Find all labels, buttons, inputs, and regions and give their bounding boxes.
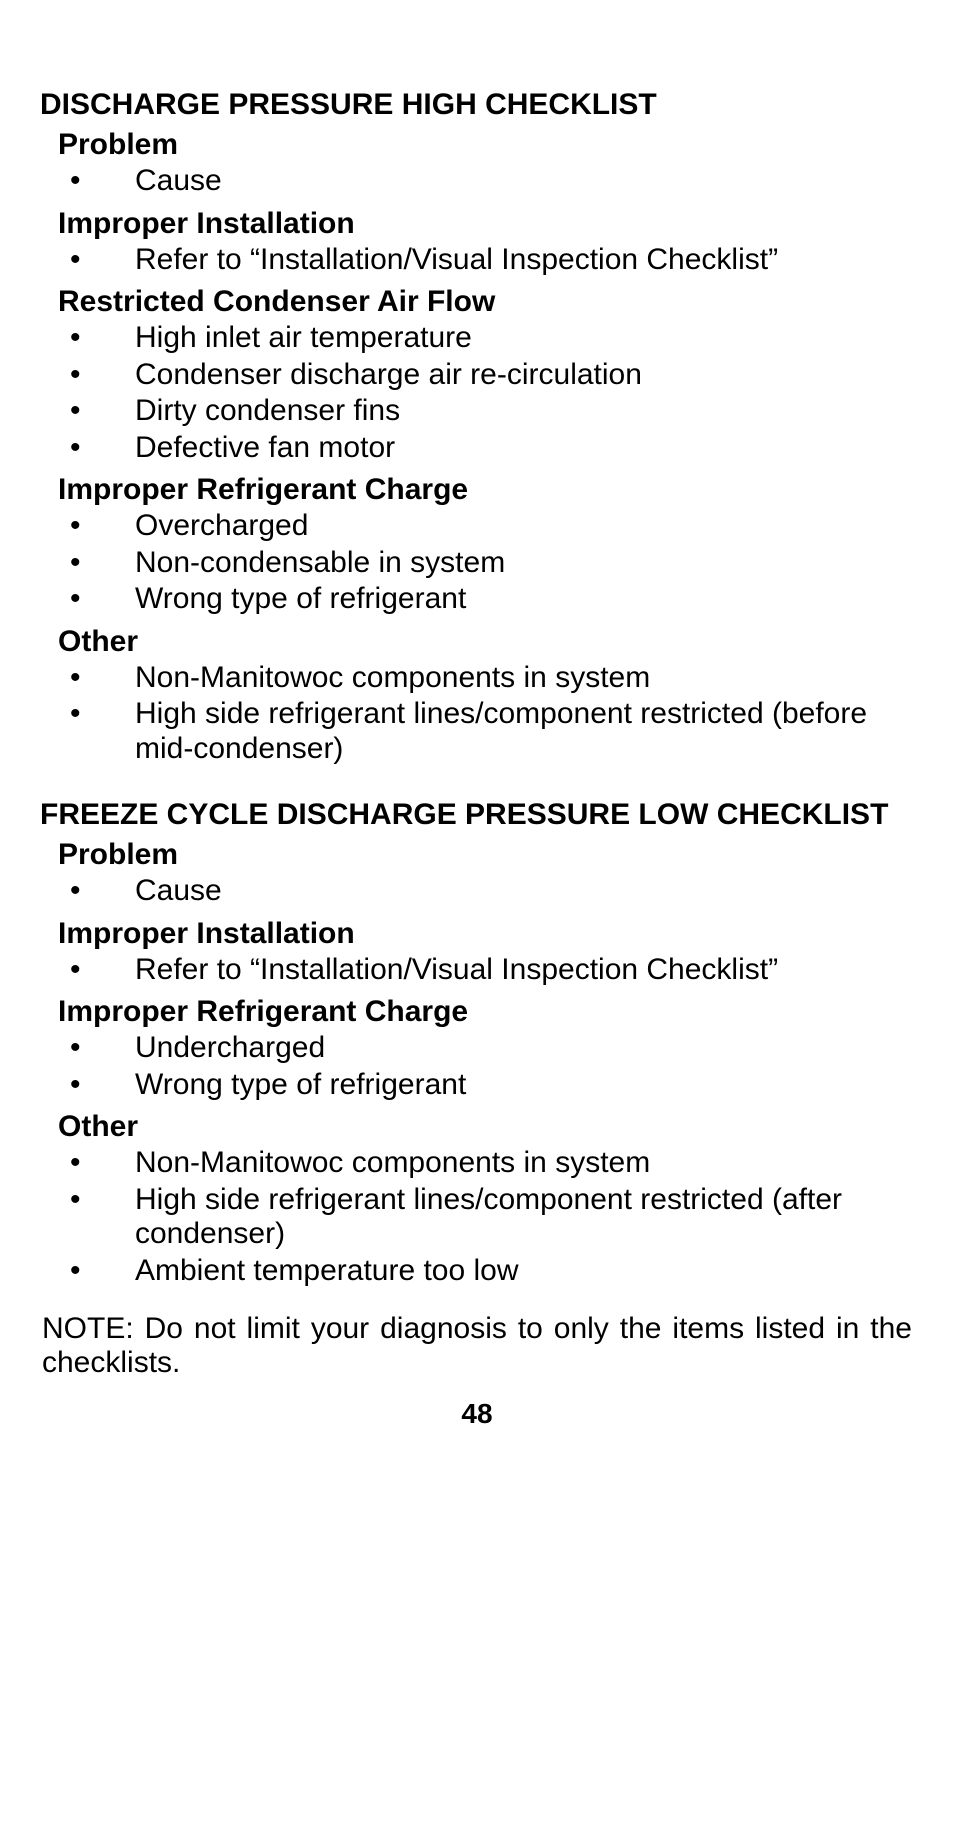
section: Improper Refrigerant Charge Overcharged … xyxy=(40,473,914,617)
list-item: Condenser discharge air re-circulation xyxy=(40,358,914,393)
section-heading: Improper Refrigerant Charge xyxy=(40,473,914,507)
section-heading: Improper Refrigerant Charge xyxy=(40,995,914,1029)
list-item: Non-Manitowoc components in system xyxy=(40,661,914,696)
section: Problem Cause xyxy=(40,128,914,199)
list-item: Ambient temperature too low xyxy=(40,1254,914,1289)
item-list: High inlet air temperature Condenser dis… xyxy=(40,321,914,465)
list-item: Refer to “Installation/Visual Inspection… xyxy=(40,953,914,988)
checklist-title: FREEZE CYCLE DISCHARGE PRESSURE LOW CHEC… xyxy=(40,798,914,832)
list-item: High inlet air temperature xyxy=(40,321,914,356)
section-heading: Other xyxy=(40,1110,914,1144)
list-item: Wrong type of refrigerant xyxy=(40,1068,914,1103)
section: Other Non-Manitowoc components in system… xyxy=(40,625,914,767)
section-heading: Restricted Condenser Air Flow xyxy=(40,285,914,319)
list-item: High side refrigerant lines/component re… xyxy=(40,1183,914,1252)
list-item: High side refrigerant lines/component re… xyxy=(40,697,914,766)
item-list: Non-Manitowoc components in system High … xyxy=(40,661,914,767)
item-list: Refer to “Installation/Visual Inspection… xyxy=(40,243,914,278)
section-heading: Problem xyxy=(40,838,914,872)
item-list: Refer to “Installation/Visual Inspection… xyxy=(40,953,914,988)
section: Improper Refrigerant Charge Undercharged… xyxy=(40,995,914,1102)
section: Restricted Condenser Air Flow High inlet… xyxy=(40,285,914,465)
note-text: NOTE: Do not limit your diagnosis to onl… xyxy=(40,1312,914,1380)
item-list: Overcharged Non-condensable in system Wr… xyxy=(40,509,914,617)
item-list: Cause xyxy=(40,164,914,199)
list-item: Dirty condenser fins xyxy=(40,394,914,429)
list-item: Defective fan motor xyxy=(40,431,914,466)
list-item: Cause xyxy=(40,164,914,199)
list-item: Overcharged xyxy=(40,509,914,544)
section-heading: Improper Installation xyxy=(40,207,914,241)
item-list: Non-Manitowoc components in system High … xyxy=(40,1146,914,1288)
item-list: Undercharged Wrong type of refrigerant xyxy=(40,1031,914,1102)
checklist-title: DISCHARGE PRESSURE HIGH CHECKLIST xyxy=(40,88,914,122)
section: Other Non-Manitowoc components in system… xyxy=(40,1110,914,1288)
spacer xyxy=(40,774,914,798)
section: Problem Cause xyxy=(40,838,914,909)
list-item: Non-Manitowoc components in system xyxy=(40,1146,914,1181)
list-item: Cause xyxy=(40,874,914,909)
section-heading: Improper Installation xyxy=(40,917,914,951)
section: Improper Installation Refer to “Installa… xyxy=(40,917,914,988)
list-item: Non-condensable in system xyxy=(40,546,914,581)
document-page: DISCHARGE PRESSURE HIGH CHECKLIST Proble… xyxy=(0,0,954,1845)
list-item: Wrong type of refrigerant xyxy=(40,582,914,617)
section: Improper Installation Refer to “Installa… xyxy=(40,207,914,278)
page-number: 48 xyxy=(0,1398,954,1430)
item-list: Cause xyxy=(40,874,914,909)
section-heading: Problem xyxy=(40,128,914,162)
section-heading: Other xyxy=(40,625,914,659)
list-item: Refer to “Installation/Visual Inspection… xyxy=(40,243,914,278)
list-item: Undercharged xyxy=(40,1031,914,1066)
